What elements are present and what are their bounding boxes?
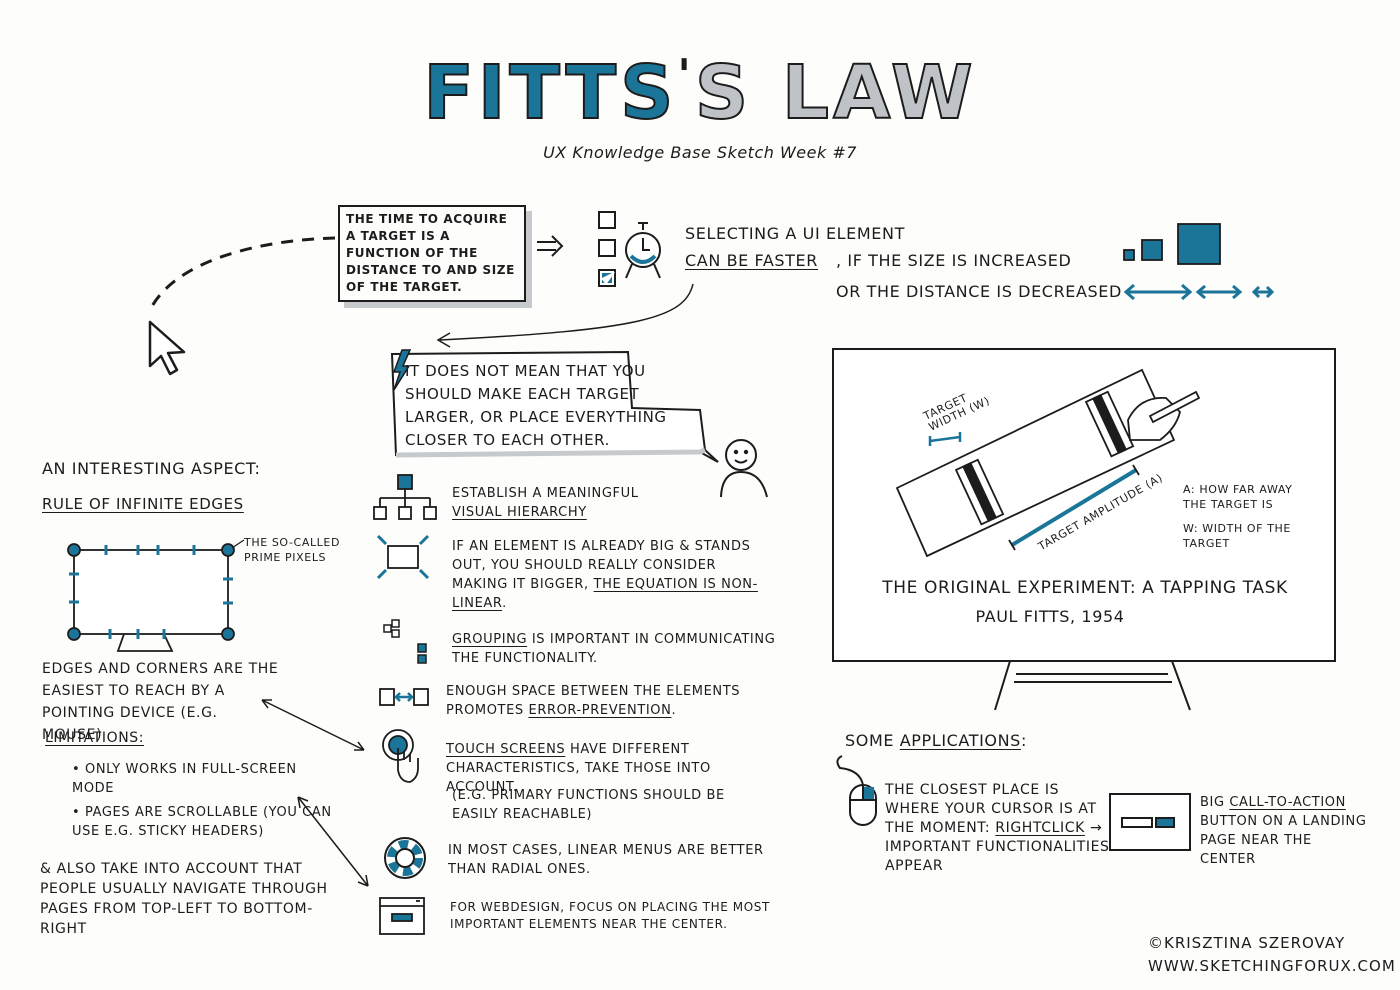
tip-bigger-a: IF AN ELEMENT IS ALREADY BIG & STANDS OU… — [452, 539, 751, 592]
landing-page-icon — [1109, 793, 1191, 851]
tip-hierarchy-b: VISUAL HIERARCHY — [452, 505, 587, 520]
tip-bigger-c: . — [502, 596, 507, 611]
experiment-author: PAUL FITTS, 1954 — [975, 607, 1125, 626]
title-part-law: LAW — [781, 49, 977, 137]
tip-grouping-b: IS IMPORTANT IN COMMUNICATING THE FUNCTI… — [452, 632, 776, 666]
applications-heading-b: APPLICATIONS — [899, 731, 1021, 750]
tip-grouping: GROUPING IS IMPORTANT IN COMMUNICATING T… — [452, 630, 782, 668]
tip-webdesign: FOR WEBDESIGN, FOCUS ON PLACING THE MOST… — [450, 900, 770, 931]
cta-application-a: BIG — [1200, 795, 1225, 810]
tip-touch-b: HAVE DIFFERENT CHARACTERISTICS, TAKE THO… — [446, 742, 711, 795]
mouse-icon — [836, 755, 877, 826]
grouping-icon — [383, 619, 427, 664]
target-amplitude-label: TARGET AMPLITUDE (A) — [1036, 471, 1166, 554]
prime-pixels-label: THE SO-CALLED PRIME PIXELS — [244, 536, 341, 564]
caution-text: IT DOES NOT MEAN THAT YOU SHOULD MAKE EA… — [405, 362, 667, 449]
webpage-icon — [379, 897, 425, 935]
tip-menus: IN MOST CASES, LINEAR MENUS ARE BETTER T… — [448, 843, 764, 877]
definition-box: THE TIME TO ACQUIRE A TARGET IS A FUNCTI… — [338, 205, 526, 302]
hierarchy-icon — [373, 474, 437, 520]
checkbox-list-icon — [598, 211, 616, 287]
selecting-line-4: OR THE DISTANCE IS DECREASED — [836, 282, 1122, 301]
person-icon — [720, 439, 768, 498]
target-width-label: TARGET WIDTH (W) — [921, 391, 992, 434]
experiment-caption: THE ORIGINAL EXPERIMENT: A TAPPING TASK — [882, 578, 1288, 598]
cursor-arrow-icon — [148, 320, 186, 376]
applications-heading-c: : — [1020, 731, 1027, 750]
right-arrow-icon — [537, 235, 564, 257]
aspect-heading: AN INTERESTING ASPECT: — [42, 459, 261, 478]
size-squares-icon — [1123, 223, 1221, 265]
legend-a: A: HOW FAR AWAY THE TARGET IS — [1183, 483, 1293, 511]
title-part-fitts: FITTS — [422, 49, 678, 137]
tip-touch: TOUCH SCREENS HAVE DIFFERENT CHARACTERIS… — [446, 740, 776, 797]
mouse-application-c: → IMPORTANT FUNCTIONALITIES APPEAR — [885, 820, 1110, 874]
tip-touch-example: (E.G. PRIMARY FUNCTIONS SHOULD BE EASILY… — [452, 788, 725, 822]
tip-bigger: IF AN ELEMENT IS ALREADY BIG & STANDS OU… — [452, 537, 772, 613]
applications-heading-a: SOME — [845, 731, 895, 750]
rule-heading: RULE OF INFINITE EDGES — [42, 495, 244, 513]
selecting-line-1: SELECTING A UI ELEMENT — [685, 224, 905, 243]
spacing-icon — [379, 688, 429, 706]
tip-touch-a: TOUCH SCREENS — [446, 742, 566, 757]
selecting-line-2: CAN BE FASTER — [685, 251, 818, 270]
limitations-heading: LIMITATIONS: — [45, 730, 145, 746]
limitation-2: • PAGES ARE SCROLLABLE (YOU CAN USE E.G.… — [72, 805, 332, 839]
distance-arrows-icon — [1123, 283, 1275, 301]
mouse-application: THE CLOSEST PLACE IS WHERE YOUR CURSOR I… — [885, 781, 1115, 876]
website-link[interactable]: WWW.SKETCHINGFORUX.COM — [1148, 957, 1396, 975]
radial-menu-icon — [384, 837, 426, 879]
limitation-1: • ONLY WORKS IN FULL-SCREEN MODE — [72, 762, 297, 796]
selecting-line-3: , IF THE SIZE IS INCREASED — [836, 251, 1072, 270]
monitor-sketch — [67, 543, 235, 652]
mouse-application-b: RIGHTCLICK — [995, 820, 1085, 836]
subtitle: UX Knowledge Base Sketch Week #7 — [543, 143, 857, 162]
legend-w: W: WIDTH OF THE TARGET — [1183, 522, 1291, 550]
page-title: FITTS'S LAW — [0, 49, 1400, 137]
copyright: ©KRISZTINA SZEROVAY — [1148, 934, 1346, 952]
edges-text: EDGES AND CORNERS ARE THE EASIEST TO REA… — [42, 661, 279, 743]
cta-application-c: BUTTON ON A LANDING PAGE NEAR THE CENTER — [1200, 814, 1367, 867]
tip-grouping-a: GROUPING — [452, 632, 528, 647]
also-text: & ALSO TAKE INTO ACCOUNT THAT PEOPLE USU… — [40, 861, 328, 937]
tip-spacing-a: ENOUGH SPACE BETWEEN THE ELEMENTS PROMOT… — [446, 684, 741, 718]
tip-spacing-c: . — [671, 703, 677, 718]
title-part-s: S — [694, 49, 753, 137]
dashed-path — [148, 236, 336, 311]
touch-icon — [382, 729, 419, 783]
tapping-task-sketch — [895, 368, 1201, 558]
applications-heading: SOME APPLICATIONS: — [845, 731, 1027, 750]
title-apostrophe: ' — [677, 50, 695, 101]
cta-application: BIG CALL-TO-ACTION BUTTON ON A LANDING P… — [1200, 793, 1370, 869]
enlarge-icon — [376, 534, 430, 580]
mouse-application-a: THE CLOSEST PLACE IS WHERE YOUR CURSOR I… — [885, 782, 1097, 836]
cta-application-b: CALL-TO-ACTION — [1229, 795, 1346, 810]
tip-hierarchy: ESTABLISH A MEANINGFUL VISUAL HIERARCHY — [452, 484, 712, 522]
stopwatch-icon — [625, 222, 661, 279]
tip-spacing-b: ERROR-PREVENTION — [528, 703, 672, 718]
tip-spacing: ENOUGH SPACE BETWEEN THE ELEMENTS PROMOT… — [446, 682, 776, 720]
tip-bigger-b: THE EQUATION IS NON-LINEAR — [452, 577, 758, 611]
tip-hierarchy-a: ESTABLISH A MEANINGFUL — [452, 486, 639, 501]
